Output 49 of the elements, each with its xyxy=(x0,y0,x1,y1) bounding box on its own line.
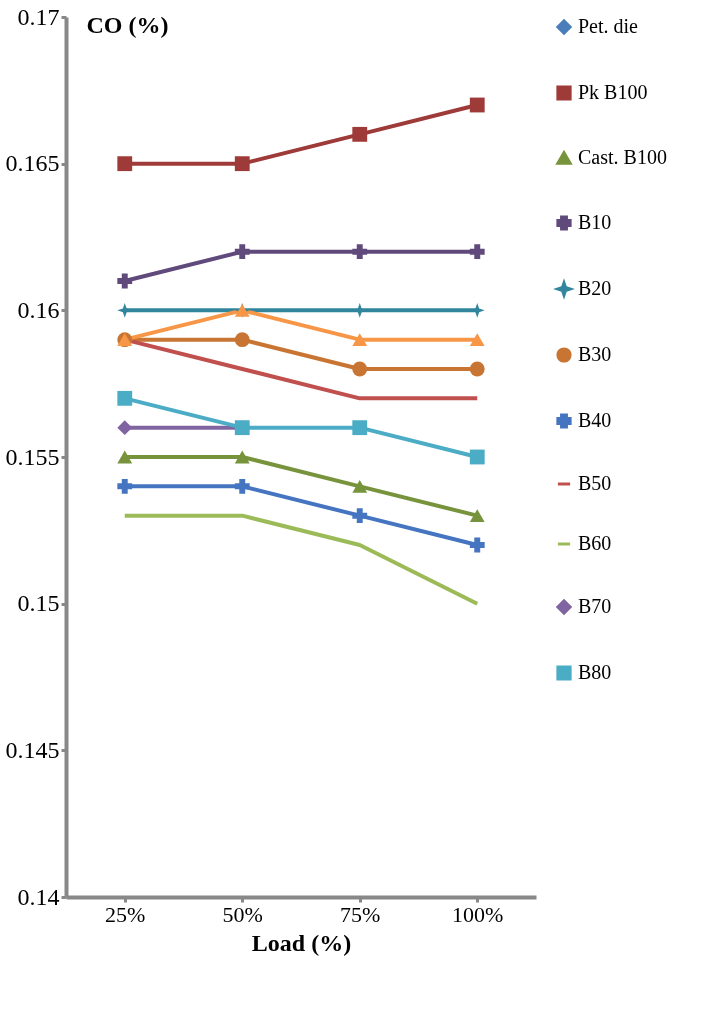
point xyxy=(352,126,368,142)
x-axis-title: Load (%) xyxy=(251,929,352,956)
y-tick-label: 0.17 xyxy=(17,3,60,30)
point xyxy=(117,390,133,406)
point xyxy=(469,244,485,260)
point xyxy=(117,420,133,436)
point xyxy=(352,420,368,436)
legend-label: B70 xyxy=(578,595,612,617)
x-tick-label: 100% xyxy=(452,901,504,927)
point xyxy=(352,479,368,493)
x-tick-label: 75% xyxy=(340,901,381,927)
point xyxy=(234,244,250,260)
point xyxy=(234,332,250,348)
point xyxy=(117,273,133,289)
x-tick-label: 25% xyxy=(105,901,146,927)
y-tick-label: 0.155 xyxy=(5,443,60,470)
legend-label: Cast. B100 xyxy=(578,146,667,168)
legend-label: Pk B100 xyxy=(578,81,648,103)
y-tick-label: 0.14 xyxy=(17,883,60,910)
x-tick-label: 50% xyxy=(222,901,263,927)
point xyxy=(234,450,250,464)
point xyxy=(352,508,368,524)
legend-label: B30 xyxy=(578,343,612,365)
point xyxy=(469,449,485,465)
point xyxy=(234,156,250,172)
point xyxy=(117,156,133,172)
y-tick-label: 0.16 xyxy=(17,296,60,323)
point xyxy=(117,450,133,464)
y-tick-label: 0.145 xyxy=(5,736,60,763)
legend-label: B20 xyxy=(578,277,612,299)
legend-label: Pet. die xyxy=(578,15,639,37)
legend-label: B60 xyxy=(578,532,612,554)
point xyxy=(117,478,133,494)
y-tick-label: 0.165 xyxy=(5,150,60,177)
legend-label: B40 xyxy=(578,409,612,431)
y-axis-title: CO (%) xyxy=(86,11,169,38)
point xyxy=(469,97,485,113)
legend-label: B80 xyxy=(578,661,612,683)
point xyxy=(469,333,485,347)
legend-label: B50 xyxy=(578,472,612,494)
point xyxy=(469,361,485,377)
point xyxy=(469,509,485,523)
point xyxy=(352,333,368,347)
point xyxy=(352,361,368,377)
point xyxy=(234,478,250,494)
y-tick-label: 0.15 xyxy=(17,590,60,617)
point xyxy=(469,537,485,553)
point xyxy=(352,244,368,260)
legend-label: B10 xyxy=(578,211,612,233)
